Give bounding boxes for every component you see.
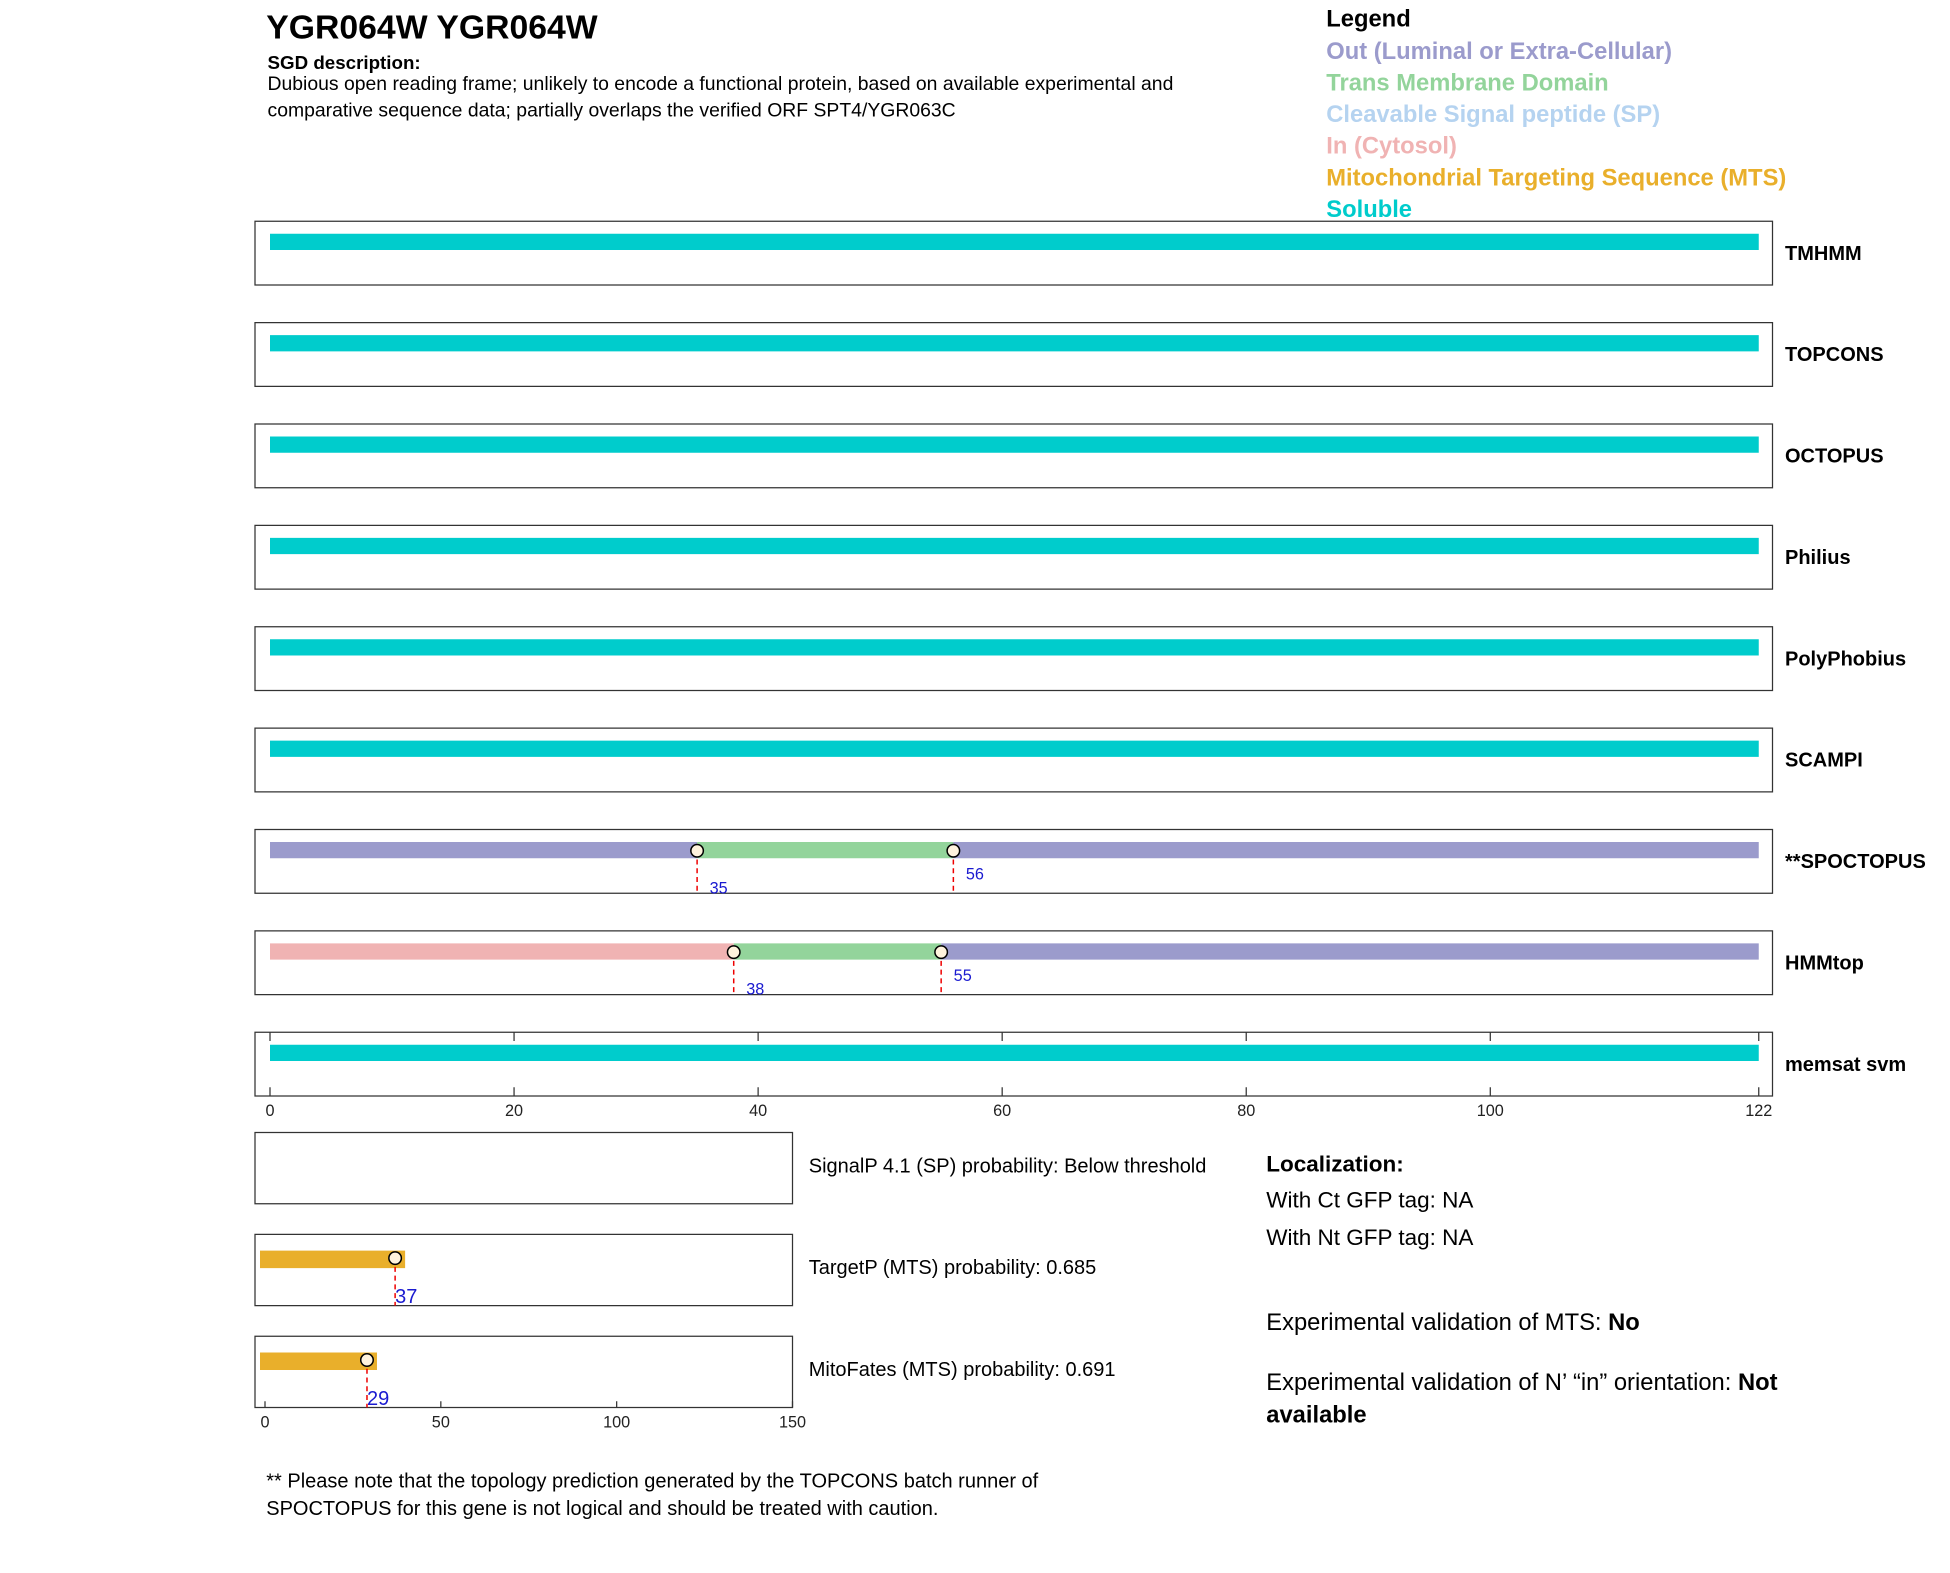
localization-line: With Ct GFP tag: NA: [1266, 1188, 1473, 1213]
track-box: [254, 626, 1774, 692]
mts-bar: [260, 1250, 406, 1269]
validation-value: No: [1608, 1310, 1640, 1337]
boundary-marker: [690, 843, 705, 858]
validation-box: Experimental validation of MTS: No: [1266, 1308, 1854, 1341]
x-tick-label: 50: [432, 1414, 450, 1432]
track-label: TMHMM: [1785, 243, 1862, 265]
boundary-marker: [359, 1352, 374, 1367]
segment: [270, 335, 1759, 352]
track-label: SCAMPI: [1785, 750, 1863, 772]
track-box: [254, 1233, 794, 1307]
track-box: [254, 828, 1774, 894]
x-tick-label: 60: [993, 1102, 1011, 1120]
track-label: MitoFates (MTS) probability: 0.691: [809, 1359, 1116, 1381]
track-label: OCTOPUS: [1785, 445, 1884, 467]
x-tick-label: 40: [749, 1102, 767, 1120]
track-label: TargetP (MTS) probability: 0.685: [809, 1257, 1097, 1279]
segment: [270, 740, 1759, 757]
x-tick-label: 80: [1237, 1102, 1255, 1120]
track-label: memsat svm: [1785, 1054, 1906, 1076]
track-label: PolyPhobius: [1785, 648, 1906, 670]
validation-value: Not available: [1266, 1370, 1778, 1429]
mts-bar: [260, 1352, 377, 1370]
x-tick-label: 122: [1745, 1102, 1772, 1120]
track-box: [254, 1335, 794, 1409]
note: ** Please note that the topology predict…: [266, 1471, 1039, 1520]
track-label: SignalP 4.1 (SP) probability: Below thre…: [809, 1155, 1207, 1177]
validation-label: Experimental validation of MTS:: [1266, 1310, 1609, 1337]
x-tick-label: 0: [260, 1414, 269, 1432]
segment: [697, 841, 954, 859]
boundary-label: 35: [710, 879, 728, 897]
legend-item: Soluble: [1326, 196, 1412, 223]
localization-line: With Nt GFP tag: NA: [1266, 1225, 1473, 1250]
track-box: [254, 930, 1774, 996]
boundary-label: 37: [395, 1286, 417, 1308]
boundary-marker: [934, 945, 949, 960]
track-box: [254, 423, 1774, 489]
boundary-marker: [726, 945, 741, 960]
boundary-marker: [946, 843, 961, 858]
segment: [270, 436, 1759, 453]
track-label: Philius: [1785, 547, 1851, 569]
x-tick-label: 100: [603, 1414, 630, 1432]
segment: [953, 841, 1759, 859]
description: Dubious open reading frame; unlikely to …: [267, 73, 1174, 122]
validation: Experimental validation of MTS: No: [1266, 1308, 1854, 1341]
x-tick-label: 100: [1477, 1102, 1504, 1120]
segment: [270, 233, 1759, 250]
segment: [941, 943, 1759, 960]
track-box: [254, 1131, 794, 1205]
segment: [733, 943, 942, 960]
track-label: HMMtop: [1785, 952, 1864, 974]
track-box: [254, 1031, 1774, 1097]
validation-box: Experimental validation of N’ “in” orien…: [1266, 1368, 1854, 1433]
segment: [270, 639, 1759, 656]
track-box: [254, 524, 1774, 590]
track-box: [254, 322, 1774, 388]
boundary-label: 56: [966, 866, 984, 884]
track-label: TOPCONS: [1785, 344, 1884, 366]
description-label: SGD description:: [268, 52, 421, 73]
legend-item: Cleavable Signal peptide (SP): [1326, 101, 1660, 128]
track-label: **SPOCTOPUS: [1785, 851, 1926, 873]
legend-item: In (Cytosol): [1326, 133, 1457, 160]
legend-item: Mitochondrial Targeting Sequence (MTS): [1326, 164, 1786, 191]
validation-label: Experimental validation of N’ “in” orien…: [1266, 1370, 1738, 1397]
boundary-label: 55: [954, 967, 972, 985]
boundary-label: 38: [746, 981, 764, 999]
legend-item: Out (Luminal or Extra-Cellular): [1326, 38, 1672, 65]
description-box: Dubious open reading frame; unlikely to …: [267, 73, 1174, 122]
localization-title: Localization:: [1266, 1151, 1404, 1176]
note-box: ** Please note that the topology predict…: [266, 1471, 1039, 1520]
x-tick-label: 0: [265, 1102, 274, 1120]
track-box: [254, 727, 1774, 793]
validation: Experimental validation of N’ “in” orien…: [1266, 1368, 1854, 1433]
legend-item: Trans Membrane Domain: [1326, 69, 1608, 96]
boundary-marker: [388, 1251, 403, 1266]
x-tick-label: 150: [779, 1414, 806, 1432]
legend-title: Legend: [1326, 5, 1410, 32]
segment: [270, 841, 698, 859]
segment: [270, 943, 734, 960]
track-box: [254, 220, 1774, 286]
segment: [270, 1044, 1759, 1061]
x-tick-label: 20: [505, 1102, 523, 1120]
segment: [270, 537, 1759, 555]
boundary-label: 29: [367, 1388, 389, 1410]
page-title: YGR064W YGR064W: [266, 9, 598, 47]
